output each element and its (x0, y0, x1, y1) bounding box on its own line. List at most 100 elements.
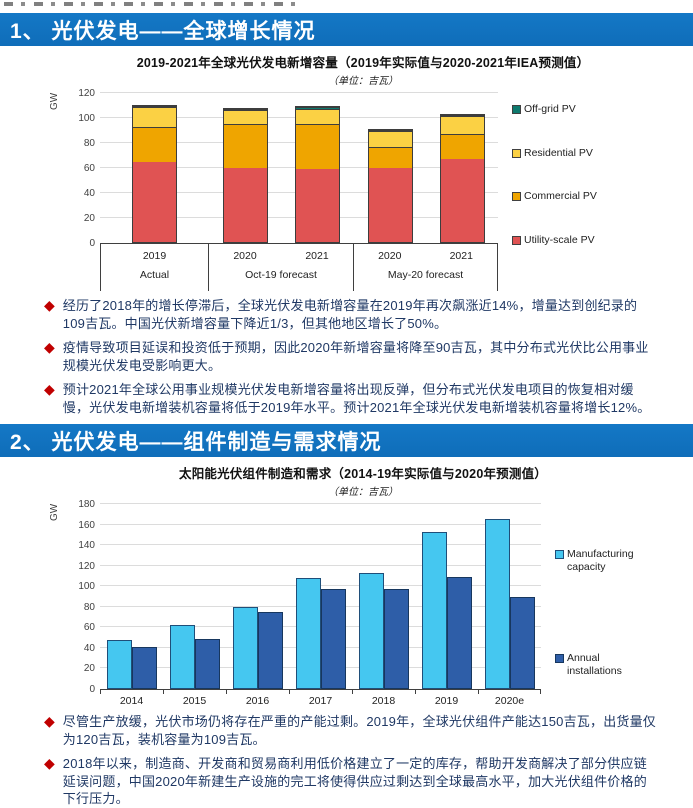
bar-segment (296, 109, 339, 124)
y-tick-label: 20 (83, 663, 95, 674)
legend-item: Utility-scale PV (512, 234, 597, 247)
bar-2020e-installations (510, 597, 535, 689)
bullet-item: ◆ 尽管生产放缓，光伏市场仍将存在严重的产能过剩。2019年，全球光伏组件产能达… (44, 713, 659, 748)
bar-2019-capacity (422, 532, 447, 689)
legend-item: Commercial PV (512, 190, 597, 203)
x-axis-year-label: 2021 (305, 250, 329, 262)
chart-2: 太阳能光伏组件制造和需求（2014-19年实际值与2020年预测值） （单位：吉… (49, 463, 668, 707)
chart-2-y-axis: GW 0 20 40 60 80 100 120 140 160 180 (49, 499, 100, 695)
bar-segment (441, 116, 484, 134)
x-axis-category-label: 2016 (245, 695, 270, 707)
gridline (100, 524, 541, 525)
x-axis-group-label: Oct-19 forecast (245, 269, 317, 281)
bar-segment (224, 110, 267, 124)
y-tick-label: 20 (83, 213, 95, 224)
bullet-item: ◆ 疫情导致项目延误和投资低于预期，因此2020年新增容量将降至90吉瓦，其中分… (44, 339, 659, 374)
x-axis-tick (100, 690, 101, 694)
stacked-bar-2020 (223, 108, 268, 243)
x-axis-group: 2020 2021 May-20 forecast (354, 244, 498, 291)
legend-swatch (512, 192, 521, 202)
bar-2018-capacity (359, 573, 384, 689)
legend-swatch (555, 550, 564, 559)
x-axis-category-label: 2017 (308, 695, 333, 707)
bullet-text: 疫情导致项目延误和投资低于预期，因此2020年新增容量将降至90吉瓦，其中分布式… (62, 340, 649, 373)
section-2-bullets: ◆ 尽管生产放缓，光伏市场仍将存在严重的产能过剩。2019年，全球光伏组件产能达… (0, 707, 693, 808)
bar-segment (369, 130, 412, 131)
diamond-bullet-icon: ◆ (44, 755, 55, 771)
bar-2015-capacity (170, 625, 195, 689)
x-axis-tick (352, 690, 353, 694)
chart-1-y-label: GW (49, 92, 60, 110)
bar-segment (369, 168, 412, 242)
y-tick-label: 60 (83, 622, 95, 633)
section-2-title: 2、 光伏发电——组件制造与需求情况 (10, 430, 382, 454)
bar-segment (369, 147, 412, 168)
bar-2014-capacity (107, 640, 132, 689)
chart-2-title: 太阳能光伏组件制造和需求（2014-19年实际值与2020年预测值） (179, 467, 547, 481)
x-axis-category-label: 2014 (119, 695, 144, 707)
gridline (100, 503, 541, 504)
x-axis-category-label: 2015 (182, 695, 207, 707)
x-axis-category-label: 2018 (371, 695, 396, 707)
chart-2-unit: （单位：吉瓦） (328, 487, 398, 498)
legend-swatch (555, 654, 564, 663)
bar-2016-capacity (233, 607, 258, 689)
section-1-header: 1、 光伏发电——全球增长情况 (0, 13, 693, 46)
bar-segment (224, 168, 267, 242)
y-tick-label: 40 (83, 188, 95, 199)
diamond-bullet-icon: ◆ (44, 713, 55, 729)
bar-segment (296, 107, 339, 109)
bar-segment (369, 131, 412, 147)
bar-segment (133, 162, 176, 242)
chart-2-y-label: GW (49, 503, 60, 521)
legend-swatch (512, 105, 521, 114)
y-tick-label: 80 (83, 602, 95, 613)
x-axis-group: 2020 2021 Oct-19 forecast (209, 244, 354, 291)
stacked-bar-2019 (132, 105, 177, 243)
bar-2015-installations (195, 639, 220, 689)
legend-swatch (512, 148, 521, 158)
x-axis-tick (540, 690, 541, 694)
bar-2017-capacity (296, 578, 321, 689)
chart-1-plot (100, 92, 498, 243)
y-tick-label: 60 (83, 163, 95, 174)
bar-segment (133, 127, 176, 162)
chart-1-unit: （单位：吉瓦） (328, 76, 398, 87)
legend-label: Manufacturing capacity (567, 548, 634, 573)
bar-segment (296, 169, 339, 242)
chart-1-x-axis: 2019 Actual 2020 2021 Oct-19 forecast 2020 202… (100, 243, 498, 291)
bar-2014-installations (132, 647, 157, 689)
section-2-header: 2、 光伏发电——组件制造与需求情况 (0, 424, 693, 457)
clipped-top-text (0, 0, 693, 13)
bullet-text: 尽管生产放缓，光伏市场仍将存在严重的产能过剩。2019年，全球光伏组件产能达15… (62, 714, 656, 747)
x-axis-year-label: 2021 (449, 250, 473, 262)
y-tick-label: 0 (89, 238, 95, 249)
x-axis-group: 2019 Actual (100, 244, 209, 291)
legend-swatch (512, 235, 521, 245)
bullet-item: ◆ 经历了2018年的增长停滞后，全球光伏发电新增容量在2019年再次飙涨近14… (44, 297, 659, 332)
bar-segment (441, 115, 484, 116)
y-tick-label: 140 (78, 540, 95, 551)
bar-segment (133, 107, 176, 127)
y-tick-label: 40 (83, 643, 95, 654)
y-tick-label: 80 (83, 138, 95, 149)
chart-1-title: 2019-2021年全球光伏发电新增容量（2019年实际值与2020-2021年… (136, 56, 590, 70)
legend-label: Off-grid PV (524, 103, 576, 115)
bar-2019-installations (447, 577, 472, 689)
stacked-bar-2020 (368, 129, 413, 243)
bar-2018-installations (384, 589, 409, 689)
x-axis-year-label: 2020 (378, 250, 402, 262)
chart-1-y-axis: GW 0 20 40 60 80 100 120 (49, 88, 100, 249)
bullet-item: ◆ 2018年以来，制造商、开发商和贸易商利用低价格建立了一定的库存，帮助开发商… (44, 755, 659, 808)
bar-2017-installations (321, 589, 346, 689)
bar-segment (133, 106, 176, 107)
legend-item: Annual installations (555, 652, 633, 678)
section-1-title: 1、 光伏发电——全球增长情况 (10, 19, 316, 43)
chart-2-x-axis: 2014 2015 2016 2017 2018 2019 2020e (100, 689, 541, 707)
legend-label: Utility-scale PV (524, 233, 595, 246)
diamond-bullet-icon: ◆ (44, 381, 55, 397)
x-axis-tick (226, 690, 227, 694)
x-axis-category-label: 2019 (434, 695, 459, 707)
section-1-bullets: ◆ 经历了2018年的增长停滞后，全球光伏发电新增容量在2019年再次飙涨近14… (0, 291, 693, 416)
legend-label: Residential PV (524, 146, 593, 159)
